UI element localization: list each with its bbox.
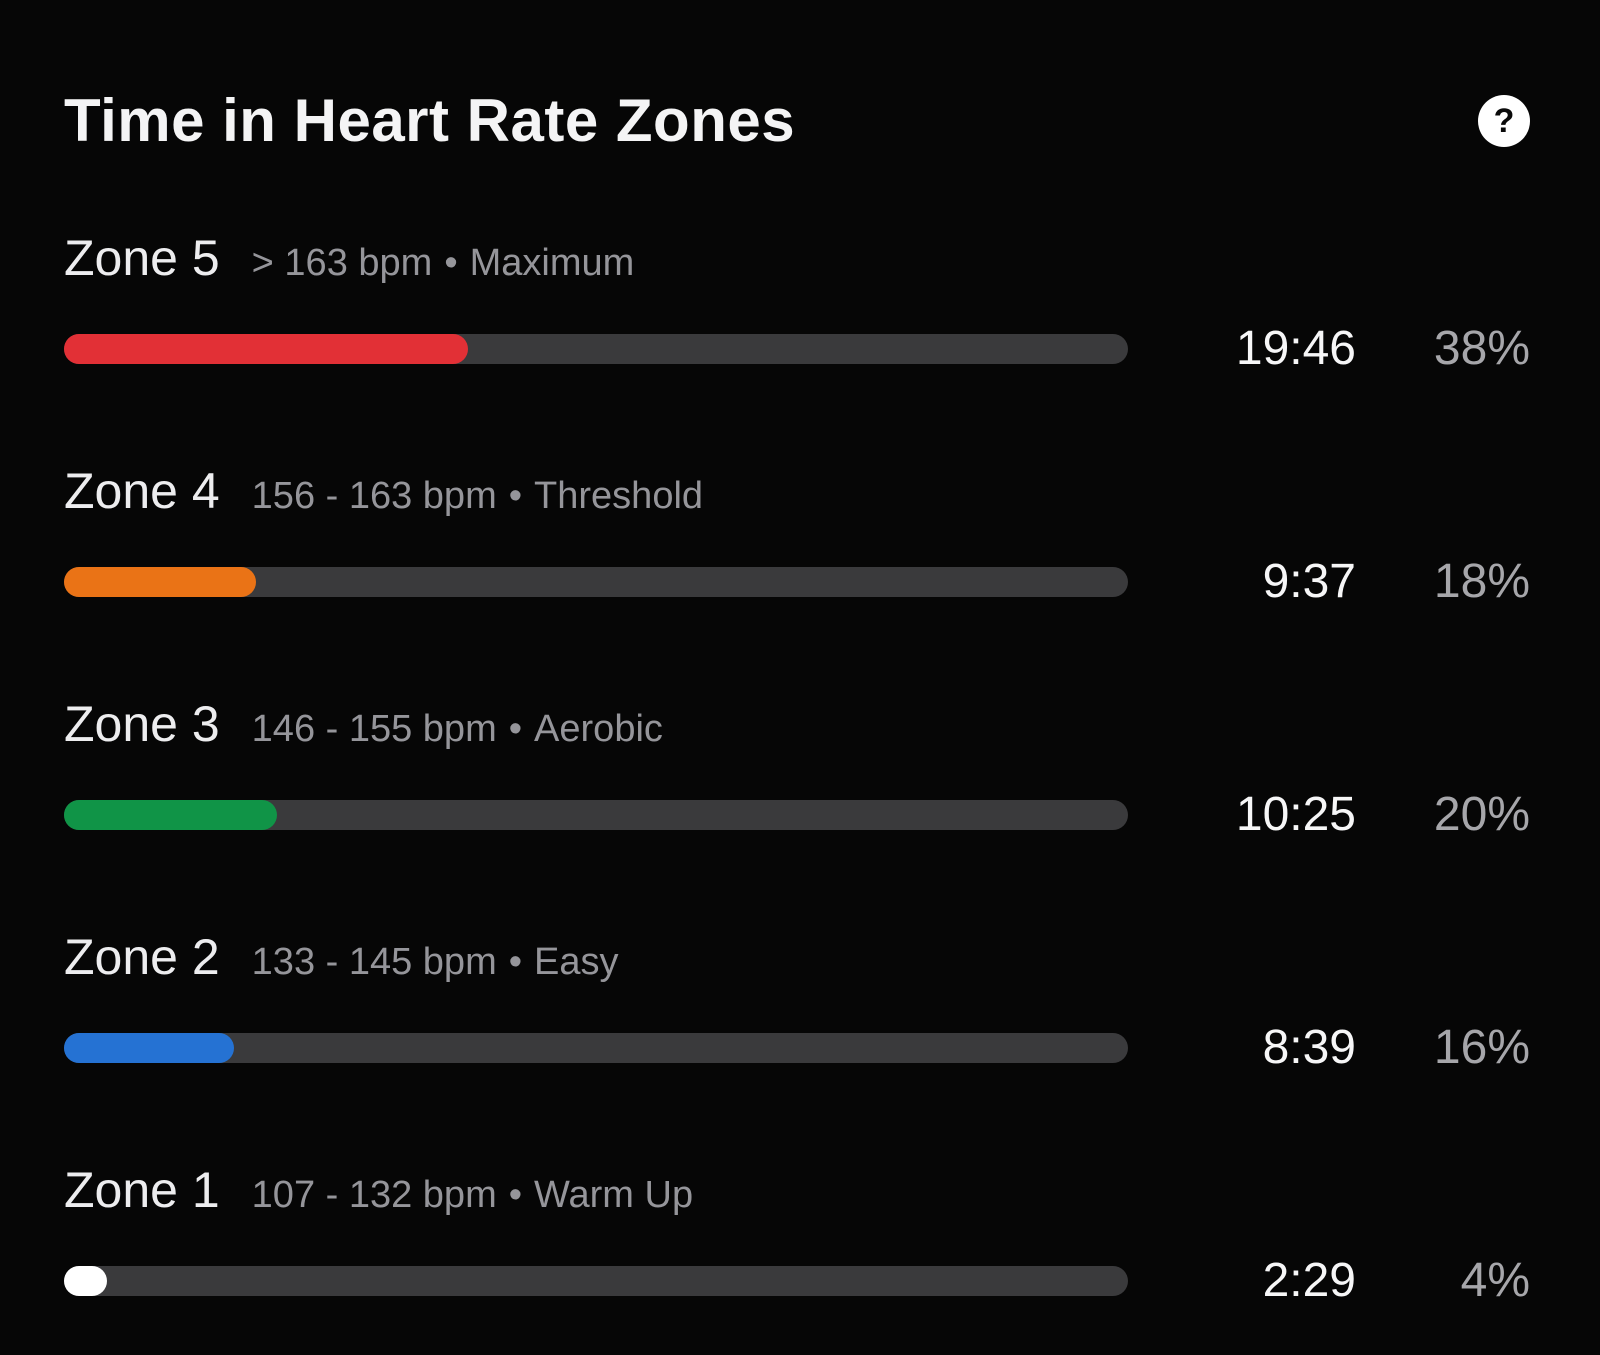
zone-3-range: 146 - 155 bpm xyxy=(251,708,497,750)
zone-row-3: Zone 3 146 - 155 bpm • Aerobic 10:25 20% xyxy=(64,696,1530,839)
zone-2-name: Zone 2 xyxy=(64,929,220,985)
zone-2-bar-fill xyxy=(64,1033,235,1063)
zone-4-range: 156 - 163 bpm xyxy=(251,475,497,517)
bullet-separator: • xyxy=(508,941,523,983)
zone-3-bar-track xyxy=(64,800,1128,830)
zone-5-percent: 38% xyxy=(1433,322,1530,375)
page-title: Time in Heart Rate Zones xyxy=(64,87,796,154)
zone-row-4: Zone 4 156 - 163 bpm • Threshold 9:37 18% xyxy=(64,463,1530,606)
zone-5-name: Zone 5 xyxy=(64,230,220,286)
zone-row-2: Zone 2 133 - 145 bpm • Easy 8:39 16% xyxy=(64,929,1530,1072)
zone-1-bar-track xyxy=(64,1266,1128,1296)
zone-4-time: 9:37 xyxy=(1262,555,1356,608)
zone-2-range: 133 - 145 bpm xyxy=(251,941,497,983)
zone-1-description: 107 - 132 bpm • Warm Up xyxy=(252,1167,693,1223)
zone-1-range: 107 - 132 bpm xyxy=(251,1174,497,1216)
zone-3-time: 10:25 xyxy=(1235,788,1356,841)
zone-2-bar-track xyxy=(64,1033,1128,1063)
zone-4-bar-fill xyxy=(64,567,256,597)
zone-2-percent: 16% xyxy=(1433,1021,1530,1074)
zone-3-name: Zone 3 xyxy=(64,696,220,752)
question-mark-icon: ? xyxy=(1493,101,1515,140)
help-button[interactable]: ? xyxy=(1478,95,1530,147)
zone-3-bar-fill xyxy=(64,800,277,830)
zone-3-percent: 20% xyxy=(1433,788,1530,841)
zone-4-descriptor: Threshold xyxy=(534,475,704,517)
bullet-separator: • xyxy=(508,708,523,750)
zone-1-bar-fill xyxy=(64,1266,107,1296)
zone-5-bar-track xyxy=(64,334,1128,364)
zone-2-time: 8:39 xyxy=(1262,1021,1356,1074)
zone-3-description: 146 - 155 bpm • Aerobic xyxy=(252,701,663,757)
zone-1-name: Zone 1 xyxy=(64,1162,220,1218)
zone-2-description: 133 - 145 bpm • Easy xyxy=(252,934,619,990)
zone-1-percent: 4% xyxy=(1460,1254,1530,1307)
zone-5-range: > 163 bpm xyxy=(251,242,433,284)
bullet-separator: • xyxy=(508,475,523,517)
bullet-separator: • xyxy=(508,1174,523,1216)
zone-5-description: > 163 bpm • Maximum xyxy=(252,235,635,291)
zone-4-description: 156 - 163 bpm • Threshold xyxy=(252,468,703,524)
panel-header: Time in Heart Rate Zones ? xyxy=(64,88,1530,154)
zone-4-percent: 18% xyxy=(1433,555,1530,608)
zone-2-descriptor: Easy xyxy=(534,941,619,983)
zone-4-name: Zone 4 xyxy=(64,463,220,519)
zone-5-bar-fill xyxy=(64,334,469,364)
bullet-separator: • xyxy=(444,242,458,284)
zone-5-time: 19:46 xyxy=(1235,322,1356,375)
zone-5-descriptor: Maximum xyxy=(469,242,635,284)
zone-4-bar-track xyxy=(64,567,1128,597)
zone-1-time: 2:29 xyxy=(1262,1254,1356,1307)
zone-1-descriptor: Warm Up xyxy=(534,1174,694,1216)
zone-3-descriptor: Aerobic xyxy=(534,708,663,750)
zone-row-5: Zone 5 > 163 bpm • Maximum 19:46 38% xyxy=(64,230,1530,373)
zone-row-1: Zone 1 107 - 132 bpm • Warm Up 2:29 4% xyxy=(64,1162,1530,1305)
